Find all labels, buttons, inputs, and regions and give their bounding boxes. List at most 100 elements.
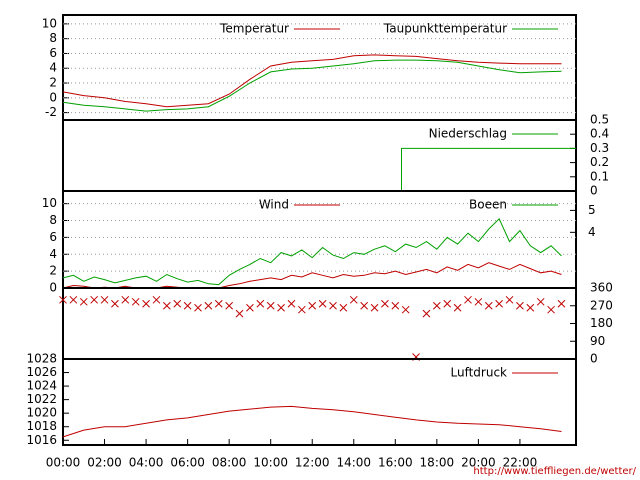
scatter-point [90,295,99,304]
x-tick-label: 04:00 [129,456,164,470]
scatter-point [526,303,535,312]
y-tick-label: -2 [45,105,57,119]
x-tick-label: 06:00 [170,456,205,470]
scatter-point [100,295,109,304]
x-tick-label: 02:00 [87,456,122,470]
scatter-point [422,309,431,318]
x-tick-label: 14:00 [336,456,371,470]
scatter-point [152,295,161,304]
y-tick-label: 8 [49,213,57,227]
y-tick-label: 1020 [26,406,57,420]
scatter-point [121,295,130,304]
series-line [63,147,576,192]
scatter-point [225,301,234,310]
y-tick-label: 6 [49,46,57,60]
y-tick-label: 10 [42,16,57,30]
y-tick-label: 2 [49,264,57,278]
y-tick-label: 1024 [26,379,57,393]
scatter-point [69,295,78,304]
scatter-point [204,301,213,310]
y-tick-label: 1016 [26,433,57,447]
y-tick-label: 1022 [26,392,57,406]
series-line [62,54,562,108]
y-tick-label: 1028 [26,352,57,366]
scatter-point [401,305,410,314]
scatter-point [111,299,119,308]
series-line [62,59,562,112]
y-tick-label: 1018 [26,419,57,433]
y-tick-label: 0.5 [590,113,609,127]
scatter-point [287,299,296,308]
y-tick-label: 0 [590,184,598,198]
y-tick-label: 0 [49,90,57,104]
scatter-point [370,303,379,312]
y2-tick-label: 5 [588,203,596,217]
scatter-point [349,295,358,304]
scatter-point [557,299,566,308]
legend-label: Wind [259,198,289,212]
scatter-point [484,301,493,310]
x-tick-label: 08:00 [212,456,247,470]
scatter-point [266,301,275,310]
y-tick-label: 6 [49,230,57,244]
scatter-point [162,301,171,310]
panel-frame [62,287,577,360]
y-tick-label: 0.4 [590,127,609,141]
scatter-point [235,309,244,318]
scatter-point [194,303,202,312]
y-tick-label: 0.2 [590,155,609,169]
scatter-point [308,301,317,310]
y-tick-label: 0.1 [590,169,609,183]
scatter-point [318,299,327,308]
y-tick-label: 4 [49,61,57,75]
scatter-point [547,305,555,314]
legend-label: Boeen [469,198,507,212]
panel-frame [62,358,577,446]
scatter-point [277,303,285,312]
scatter-point [516,301,524,310]
y-tick-label: 4 [49,247,57,261]
scatter-point [453,303,462,312]
scatter-point [297,305,306,314]
scatter-point [360,301,369,310]
scatter-point [214,299,223,308]
legend-label: Niederschlag [429,127,507,141]
y-tick-label: 90 [590,334,605,348]
scatter-point [474,297,483,306]
x-tick-label: 16:00 [378,456,413,470]
scatter-point [495,299,504,308]
legend-label: Luftdruck [450,366,507,380]
scatter-point [443,299,452,308]
y-tick-label: 0 [49,281,57,295]
scatter-point [339,303,348,312]
scatter-point [432,301,441,310]
series-line [62,262,562,289]
y2-tick-label: 4 [588,225,596,239]
scatter-point [142,299,150,308]
y-tick-label: 10 [42,196,57,210]
y-tick-label: 180 [590,316,613,330]
scatter-point [256,299,265,308]
y-tick-label: 270 [590,298,613,312]
x-tick-label: 22:00 [503,456,538,470]
y-tick-label: 1026 [26,365,57,379]
scatter-point [246,303,254,312]
footer-url: http://www.tieffliegen.de/wetter/ [473,466,636,477]
x-tick-label: 20:00 [461,456,496,470]
y-tick-label: 0 [590,352,598,366]
scatter-point [391,301,400,310]
x-tick-label: 00:00 [46,456,81,470]
scatter-point [505,295,514,304]
y-tick-label: 8 [49,31,57,45]
scatter-point [464,295,472,304]
scatter-point [131,297,140,306]
x-tick-label: 10:00 [253,456,288,470]
x-tick-label: 18:00 [420,456,455,470]
y-tick-label: 2 [49,76,57,90]
scatter-point [381,299,389,308]
scatter-point [536,297,545,306]
scatter-point [183,301,192,310]
legend-label: Taupunkttemperatur [383,22,507,36]
y-tick-label: 360 [590,281,613,295]
